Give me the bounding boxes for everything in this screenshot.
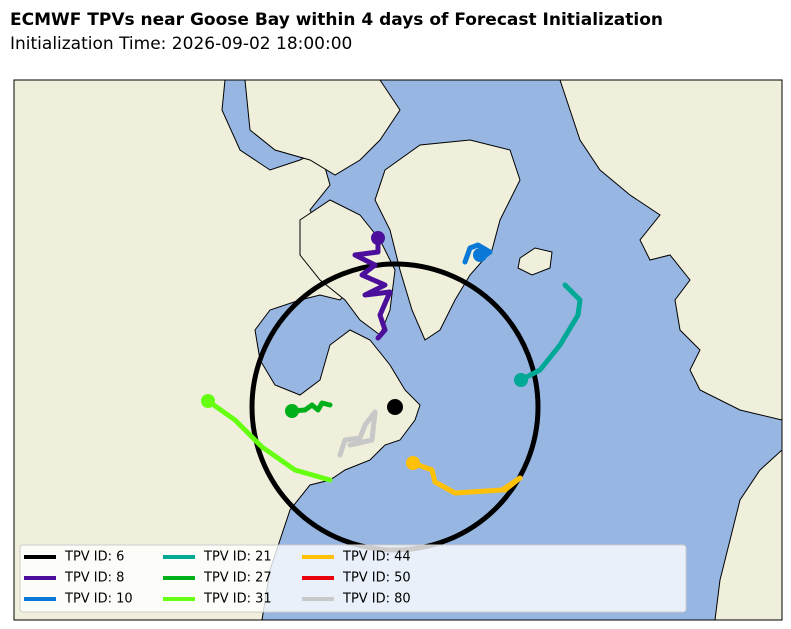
greenland <box>374 139 521 341</box>
tpv-start <box>371 231 385 245</box>
legend-label: TPV ID: 27 <box>203 571 272 586</box>
tpv-track <box>518 282 583 383</box>
land <box>14 80 782 620</box>
legend-label: TPV ID: 21 <box>203 550 272 565</box>
tpv-start <box>514 373 528 387</box>
africa <box>714 449 782 620</box>
europe <box>559 80 782 421</box>
tpv-start <box>406 456 420 470</box>
title: ECMWF TPVs near Goose Bay within 4 days … <box>10 10 663 30</box>
legend-label: TPV ID: 8 <box>64 571 124 586</box>
legend-label: TPV ID: 31 <box>203 592 272 607</box>
tpv-track <box>462 242 493 265</box>
legend-label: TPV ID: 80 <box>342 592 411 607</box>
tpv-start <box>473 248 487 262</box>
tpv-track <box>289 400 333 414</box>
tpv-start <box>285 404 299 418</box>
tpv-track <box>337 409 378 458</box>
tpv-track <box>352 235 393 341</box>
tpv-start <box>201 394 215 408</box>
subtitle: Initialization Time: 2026-09-02 18:00:00 <box>10 34 352 54</box>
legend-label: TPV ID: 44 <box>342 550 411 565</box>
map-frame <box>13 79 783 621</box>
iceland <box>517 247 553 276</box>
legend-label: TPV ID: 10 <box>64 592 133 607</box>
goose-bay-marker <box>387 399 403 415</box>
map-area <box>14 80 782 620</box>
legend-box <box>19 544 687 613</box>
legend: TPV ID: 6 TPV ID: 8 TPV ID: 10 TPV ID: 21 TP… <box>24 550 411 607</box>
arctic-islands <box>244 80 401 176</box>
legend-label: TPV ID: 6 <box>64 550 124 565</box>
legend-label: TPV ID: 50 <box>342 571 411 586</box>
tpv-track <box>410 460 523 496</box>
tpv-track <box>205 398 333 483</box>
